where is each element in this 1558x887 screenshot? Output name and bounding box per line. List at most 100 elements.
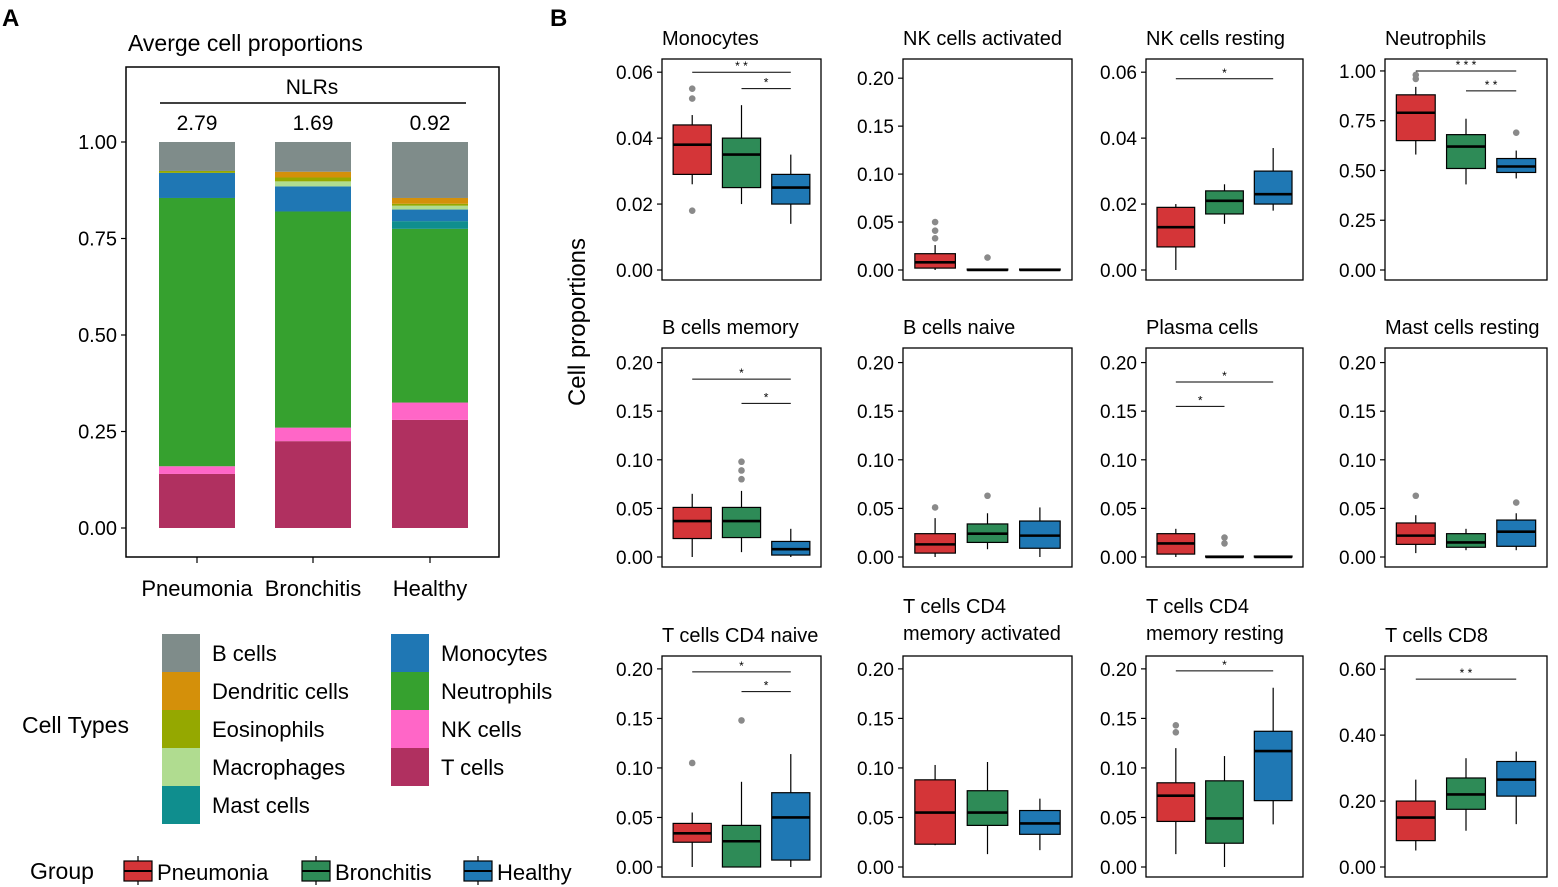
box-plot-panel: Neutrophils 0.00 0.25 0.50 0.75 1.00 * * * * * xyxy=(1339,28,1548,282)
bar-segment xyxy=(392,402,468,420)
y-tick-label: 0.15 xyxy=(857,402,894,423)
outlier-point xyxy=(1412,492,1420,500)
bar-segment xyxy=(392,203,468,206)
y-tick-label: 0.15 xyxy=(1100,402,1137,423)
y-tick-label: 0.20 xyxy=(1100,660,1137,681)
box-plot-panel: NK cells activated 0.00 0.05 0.10 0.15 0.20 xyxy=(857,28,1073,282)
y-tick-label: 0.05 xyxy=(857,499,894,520)
plot-frame xyxy=(1384,347,1548,568)
legend-swatch xyxy=(391,634,429,672)
y-tick-label: 0.00 xyxy=(1100,548,1137,569)
x-tick-label: Healthy xyxy=(393,576,468,601)
bar-segment xyxy=(275,181,351,187)
box-plot-panel: T cells CD4 naive 0.00 0.05 0.10 0.15 0.20 * * xyxy=(616,625,822,879)
legend-group-label: Pneumonia xyxy=(157,860,269,885)
box-plot-grid: Monocytes 0.00 0.02 0.04 0.06 * * * NK cells ac… xyxy=(616,28,1548,879)
significance-label: * * xyxy=(1485,78,1498,92)
box-plot-panel: T cells CD8 0.00 0.20 0.40 0.60 * * xyxy=(1339,625,1548,879)
y-axis-label-cell-proportions: Cell proportions xyxy=(564,238,591,406)
y-tick-label: 0.02 xyxy=(616,195,653,216)
y-tick-label: 0.00 xyxy=(1100,261,1137,282)
subplot-title: T cells CD8 xyxy=(1385,625,1488,647)
box-healthy xyxy=(1496,519,1537,547)
box-pneumonia xyxy=(1395,800,1436,842)
box-healthy xyxy=(771,792,811,861)
subplot-title-line: memory resting xyxy=(1146,623,1284,645)
plot-frame xyxy=(1145,347,1304,568)
y-tick-label: 0.15 xyxy=(616,402,653,423)
y-tick-label: 0.00 xyxy=(857,261,894,282)
plot-frame xyxy=(1145,655,1304,878)
y-tick-label: 0.10 xyxy=(857,759,894,780)
significance-label: * xyxy=(764,76,769,90)
y-tick-label: 0.00 xyxy=(1339,261,1376,282)
box-plot-panel: Monocytes 0.00 0.02 0.04 0.06 * * * xyxy=(616,28,822,282)
y-tick-label: 0.10 xyxy=(857,165,894,186)
y-tick-label: 0.25 xyxy=(1339,211,1376,232)
y-tick-label: 0.10 xyxy=(616,451,653,472)
box-healthy xyxy=(1253,730,1293,802)
box-bronchitis xyxy=(1205,190,1244,215)
subplot-title-line: memory activated xyxy=(903,623,1061,645)
y-tick-label: 0.05 xyxy=(857,808,894,829)
significance-label: * xyxy=(739,659,744,673)
x-tick-label: Pneumonia xyxy=(141,576,253,601)
legend-label: Neutrophils xyxy=(441,679,552,704)
y-tick-label: 1.00 xyxy=(1339,62,1376,83)
bar-segment xyxy=(275,142,351,172)
y-tick-label: 0.00 xyxy=(1339,548,1376,569)
y-tick-label: 0.25 xyxy=(78,422,117,444)
y-tick-label: 0.75 xyxy=(1339,112,1376,133)
y-tick-label: 0.00 xyxy=(1100,858,1137,879)
legend-label: T cells xyxy=(441,755,504,780)
y-tick-label: 0.00 xyxy=(857,548,894,569)
outlier-point xyxy=(738,475,745,483)
significance-label: * xyxy=(764,679,769,693)
y-tick-label: 0.20 xyxy=(1100,354,1137,375)
nlr-value: 0.92 xyxy=(410,112,451,135)
box-plot-panel: NK cells resting 0.00 0.02 0.04 0.06 * xyxy=(1100,28,1304,282)
bar-segment xyxy=(392,209,468,222)
outlier-point xyxy=(1172,722,1180,729)
box-bronchitis xyxy=(1445,533,1487,548)
bar-segment xyxy=(159,466,235,474)
legend-swatch xyxy=(162,748,200,786)
chart-title: Averge cell proportions xyxy=(128,30,363,56)
y-tick-label: 0.20 xyxy=(616,660,653,681)
box-bronchitis xyxy=(721,137,762,189)
y-tick-label: 0.05 xyxy=(857,213,894,234)
box-plot-panel: Plasma cells 0.00 0.05 0.10 0.15 0.20 * * xyxy=(1100,317,1304,569)
box-plot-panel: T cells CD4 memory activated 0.00 0.05 0.10 0… xyxy=(857,596,1073,879)
subplot-title: Neutrophils xyxy=(1385,28,1486,50)
subplot-title: Mast cells resting xyxy=(1385,317,1540,339)
subplot-title: T cells CD4 naive xyxy=(662,625,818,647)
y-tick-label: 0.06 xyxy=(616,63,653,84)
y-tick-label: 0.20 xyxy=(857,660,894,681)
box-bronchitis xyxy=(966,790,1009,826)
subplot-title-line: T cells CD4 xyxy=(903,596,1006,618)
bar-segment xyxy=(392,221,468,229)
outlier-point xyxy=(984,254,991,261)
y-tick-label: 1.00 xyxy=(78,132,117,154)
outlier-point xyxy=(688,85,696,92)
bar-segment xyxy=(392,419,468,528)
y-tick-label: 0.15 xyxy=(1100,709,1137,730)
plot-frame xyxy=(661,58,822,281)
subplot-title: B cells memory xyxy=(662,317,799,339)
outlier-point xyxy=(688,207,696,214)
y-tick-label: 0.10 xyxy=(616,759,653,780)
stacked-bar-chart: Averge cell proportions NLRs 0.00 0.25 0.50 0… xyxy=(78,30,500,601)
bar-segment xyxy=(159,197,235,467)
outlier-point xyxy=(738,467,745,474)
box-pneumonia xyxy=(914,253,956,269)
outlier-point xyxy=(1512,129,1520,136)
legend-label: Mast cells xyxy=(212,793,310,818)
legend-swatch xyxy=(162,634,200,672)
legend-label: Eosinophils xyxy=(212,717,325,742)
y-tick-label: 0.05 xyxy=(1100,499,1137,520)
significance-label: * xyxy=(1222,658,1227,672)
legend-swatch xyxy=(391,748,429,786)
nlr-value: 2.79 xyxy=(177,112,218,135)
nlr-title: NLRs xyxy=(286,76,339,99)
box-bronchitis xyxy=(721,824,762,868)
